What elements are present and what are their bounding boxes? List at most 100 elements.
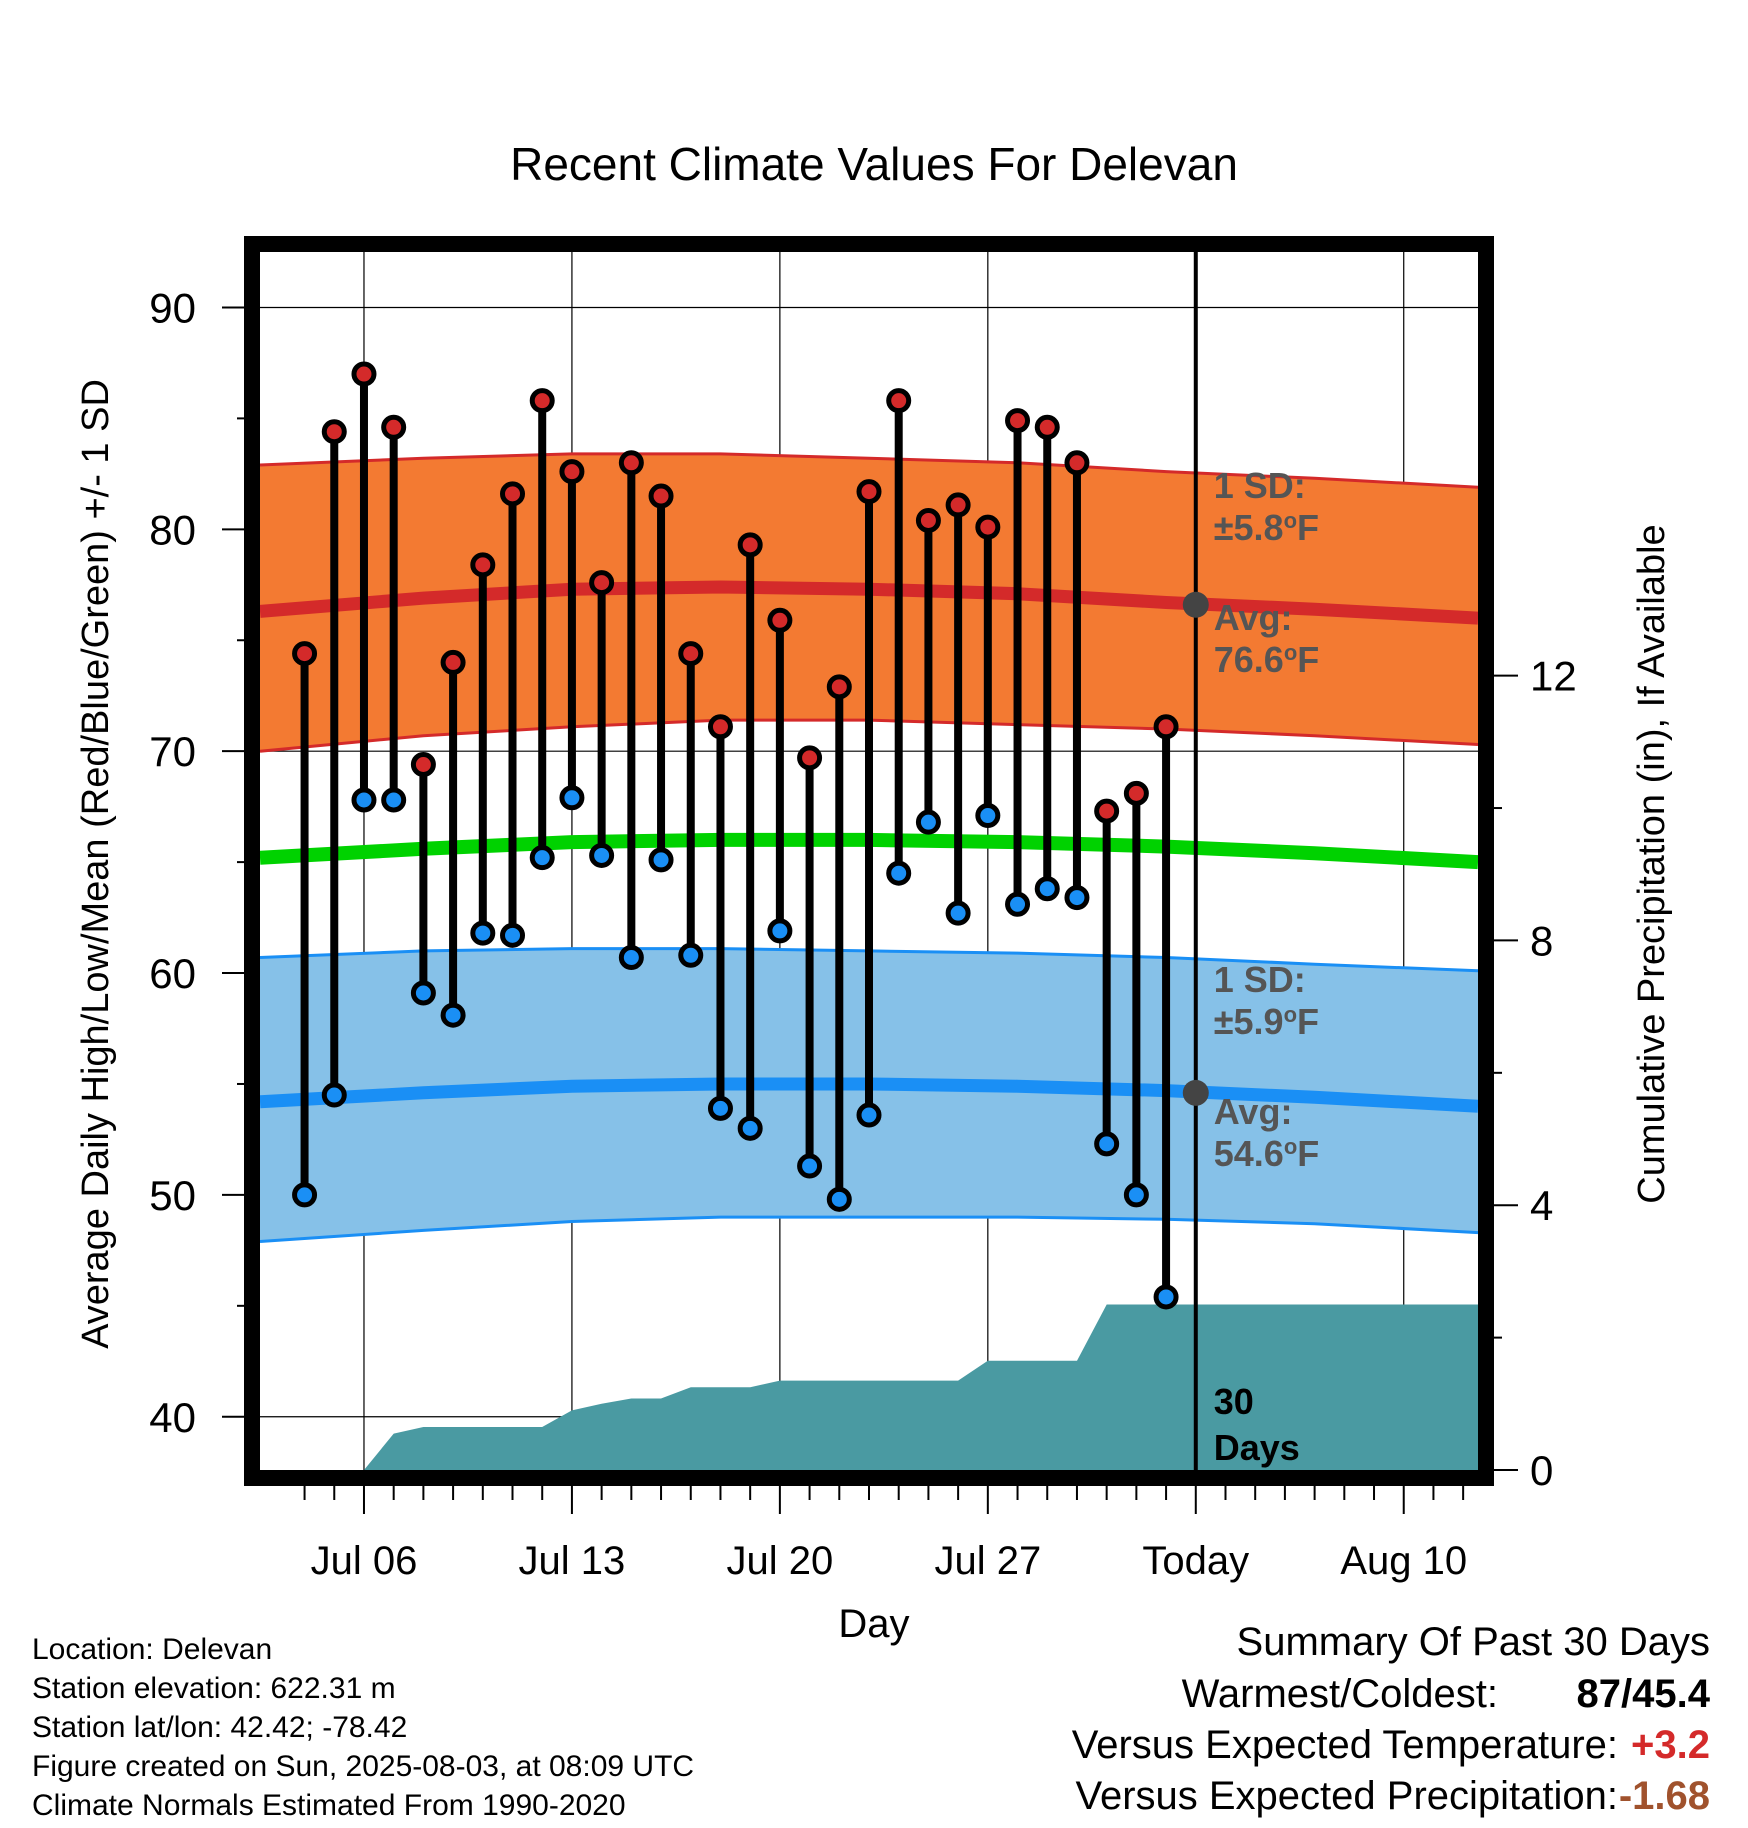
- low-avg-title: Avg:: [1214, 1091, 1293, 1132]
- summary-row-temp: Versus Expected Temperature: +3.2: [0, 1723, 1748, 1771]
- daily-low-point: [321, 1082, 347, 1108]
- daily-high-point: [1094, 798, 1120, 824]
- daily-low-point: [707, 1095, 733, 1121]
- daily-high-point: [826, 674, 852, 700]
- y-axis-label: Average Daily High/Low/Mean (Red/Blue/Gr…: [75, 379, 117, 1349]
- low-avg-num: 54.6: [1214, 1133, 1284, 1174]
- daily-low-point: [826, 1186, 852, 1212]
- x-tick-label: Jul 13: [519, 1539, 626, 1583]
- daily-high-point: [321, 419, 347, 445]
- degree-sign: o: [1284, 1002, 1297, 1027]
- y-tick-label: 40: [149, 1394, 196, 1441]
- summary-row-precip: Versus Expected Precipitation: -1.68: [0, 1774, 1748, 1822]
- daily-low-point: [618, 945, 644, 971]
- y-tick-label: 60: [149, 950, 196, 997]
- daily-low-point: [1123, 1182, 1149, 1208]
- plot-frame: [244, 236, 1494, 1486]
- daily-low-point: [381, 787, 407, 813]
- daily-high-point: [529, 388, 555, 414]
- daily-low-point: [351, 787, 377, 813]
- daily-high-point: [292, 641, 318, 667]
- daily-high-point: [559, 459, 585, 485]
- daily-high-point: [589, 570, 615, 596]
- daily-low-point: [1153, 1284, 1179, 1310]
- daily-high-point: [856, 479, 882, 505]
- y2-tick-label: 4: [1530, 1182, 1553, 1229]
- high-avg-value: 76.6oF: [1214, 639, 1320, 680]
- daily-low-point: [440, 1002, 466, 1028]
- daily-low-point: [1064, 885, 1090, 911]
- daily-high-point: [767, 607, 793, 633]
- days-word: Days: [1214, 1427, 1300, 1468]
- daily-high-point: [707, 714, 733, 740]
- daily-low-point: [292, 1182, 318, 1208]
- daily-low-point: [975, 803, 1001, 829]
- high-avg-title: Avg:: [1214, 597, 1293, 638]
- x-tick-label: Today: [1142, 1539, 1249, 1583]
- daily-low-point: [410, 980, 436, 1006]
- daily-high-point: [975, 514, 1001, 540]
- daily-low-point: [559, 785, 585, 811]
- info-elevation: Station elevation: 622.31 m: [32, 1672, 396, 1705]
- y-tick-label: 90: [149, 284, 196, 331]
- unit: F: [1297, 1133, 1319, 1174]
- x-axis-label: Day: [838, 1602, 909, 1646]
- days-label-line1: 30: [1214, 1381, 1254, 1422]
- daily-high-point: [648, 483, 674, 509]
- daily-high-point: [915, 507, 941, 533]
- y2-tick-label: 12: [1530, 653, 1577, 700]
- daily-high-point: [351, 361, 377, 387]
- daily-low-point: [797, 1153, 823, 1179]
- days-num: 30: [1214, 1381, 1254, 1422]
- summary-precip-label: Versus Expected Precipitation:: [1075, 1774, 1618, 1818]
- daily-high-point: [1034, 414, 1060, 440]
- chart-title: Recent Climate Values For Delevan: [510, 138, 1238, 190]
- daily-low-point: [589, 842, 615, 868]
- y-tick-label: 70: [149, 728, 196, 775]
- degree-sign: o: [1284, 640, 1297, 665]
- daily-high-point: [886, 388, 912, 414]
- low-sd-lower-line: [260, 1215, 1478, 1243]
- y2-tick-label: 0: [1530, 1447, 1553, 1494]
- unit: F: [1297, 1001, 1319, 1042]
- daily-high-point: [470, 552, 496, 578]
- info-location: Location: Delevan: [32, 1633, 273, 1666]
- low-sd-num: ±5.9: [1214, 1001, 1284, 1042]
- daily-low-point: [737, 1115, 763, 1141]
- y2-tick-label: 8: [1530, 917, 1553, 964]
- degree-sign: o: [1284, 1134, 1297, 1159]
- days-label-line2: Days: [1214, 1427, 1300, 1468]
- daily-low-point: [886, 860, 912, 886]
- daily-low-point: [1005, 891, 1031, 917]
- high-sd-title: 1 SD:: [1214, 465, 1306, 506]
- x-tick-label: Jul 06: [311, 1539, 418, 1583]
- daily-low-point: [648, 847, 674, 873]
- summary-warm-value: 87: [1576, 1672, 1622, 1716]
- daily-high-point: [678, 641, 704, 667]
- daily-high-point: [945, 492, 971, 518]
- unit: F: [1297, 507, 1319, 548]
- daily-low-point: [529, 845, 555, 871]
- summary-temp-value: +3.2: [1631, 1723, 1710, 1767]
- summary-sep: /: [1621, 1672, 1633, 1716]
- info-normals: Climate Normals Estimated From 1990-2020: [32, 1789, 626, 1822]
- today-high-avg-marker: [1182, 591, 1209, 618]
- summary-cold-value: 45.4: [1632, 1672, 1710, 1716]
- degree-sign: o: [1284, 508, 1297, 533]
- summary-warmest-value: 87/45.4: [1577, 1672, 1710, 1717]
- high-avg-num: 76.6: [1214, 639, 1284, 680]
- daily-high-point: [1153, 714, 1179, 740]
- daily-low-point: [767, 918, 793, 944]
- y-tick-label: 80: [149, 506, 196, 553]
- daily-high-point: [1005, 408, 1031, 434]
- low-sd-title-text: 1 SD:: [1214, 959, 1306, 1000]
- precipitation-area: [260, 1304, 1478, 1470]
- daily-low-point: [470, 920, 496, 946]
- high-sd-num: ±5.8: [1214, 507, 1284, 548]
- low-avg-value: 54.6oF: [1214, 1133, 1320, 1174]
- unit: F: [1297, 639, 1319, 680]
- daily-low-point: [500, 922, 526, 948]
